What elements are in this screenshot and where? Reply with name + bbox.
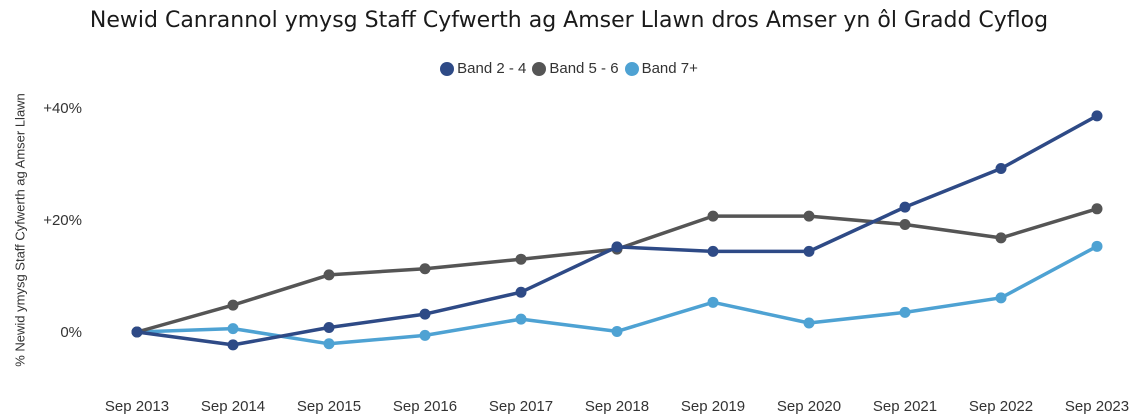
- y-tick-label: 0%: [60, 324, 82, 341]
- x-tick-label: Sep 2016: [393, 398, 457, 415]
- data-point: [323, 322, 335, 334]
- x-tick-label: Sep 2023: [1065, 398, 1129, 415]
- data-point: [1091, 110, 1103, 122]
- x-tick-label: Sep 2017: [489, 398, 553, 415]
- data-point: [995, 162, 1007, 174]
- legend-label: Band 5 - 6: [549, 60, 619, 77]
- data-point: [515, 286, 527, 298]
- data-point: [227, 323, 239, 335]
- legend: Band 2 - 4 Band 5 - 6 Band 7+: [0, 60, 1138, 77]
- data-point: [611, 241, 623, 253]
- chart-title: Newid Canrannol ymysg Staff Cyfwerth ag …: [89, 8, 1049, 33]
- data-point: [227, 339, 239, 351]
- x-tick-label: Sep 2022: [969, 398, 1033, 415]
- x-tick-label: Sep 2014: [201, 398, 265, 415]
- data-point: [995, 232, 1007, 244]
- data-point: [1091, 240, 1103, 252]
- data-point: [323, 338, 335, 350]
- data-point: [515, 313, 527, 325]
- legend-label: Band 2 - 4: [457, 60, 527, 77]
- data-point: [419, 263, 431, 275]
- data-point: [707, 245, 719, 257]
- data-point: [803, 317, 815, 329]
- data-point: [803, 245, 815, 257]
- legend-label: Band 7+: [641, 60, 698, 77]
- x-tick-label: Sep 2013: [105, 398, 169, 415]
- y-tick-label: +40%: [43, 100, 82, 117]
- data-point: [899, 201, 911, 213]
- legend-marker: [440, 61, 455, 76]
- legend-marker: [624, 61, 639, 76]
- data-point: [707, 210, 719, 222]
- x-tick-label: Sep 2015: [297, 398, 361, 415]
- data-point: [899, 306, 911, 318]
- legend-item-band-5-6[interactable]: Band 5 - 6: [532, 60, 619, 77]
- x-tick-label: Sep 2019: [681, 398, 745, 415]
- data-point: [131, 326, 143, 338]
- data-point: [899, 218, 911, 230]
- legend-marker: [532, 61, 547, 76]
- y-tick-label: +20%: [43, 212, 82, 229]
- data-point: [419, 308, 431, 320]
- data-point: [995, 292, 1007, 304]
- x-tick-label: Sep 2020: [777, 398, 841, 415]
- data-point: [803, 210, 815, 222]
- data-point: [227, 299, 239, 311]
- data-point: [707, 296, 719, 308]
- series-line-band-5-6: [135, 207, 1099, 334]
- data-point: [1091, 203, 1103, 215]
- legend-item-band-7-plus[interactable]: Band 7+: [624, 60, 698, 77]
- data-point: [611, 325, 623, 337]
- data-point: [419, 329, 431, 341]
- x-tick-label: Sep 2018: [585, 398, 649, 415]
- x-tick-label: Sep 2021: [873, 398, 937, 415]
- data-point: [323, 269, 335, 281]
- data-point: [515, 253, 527, 265]
- legend-item-band-2-4[interactable]: Band 2 - 4: [440, 60, 526, 77]
